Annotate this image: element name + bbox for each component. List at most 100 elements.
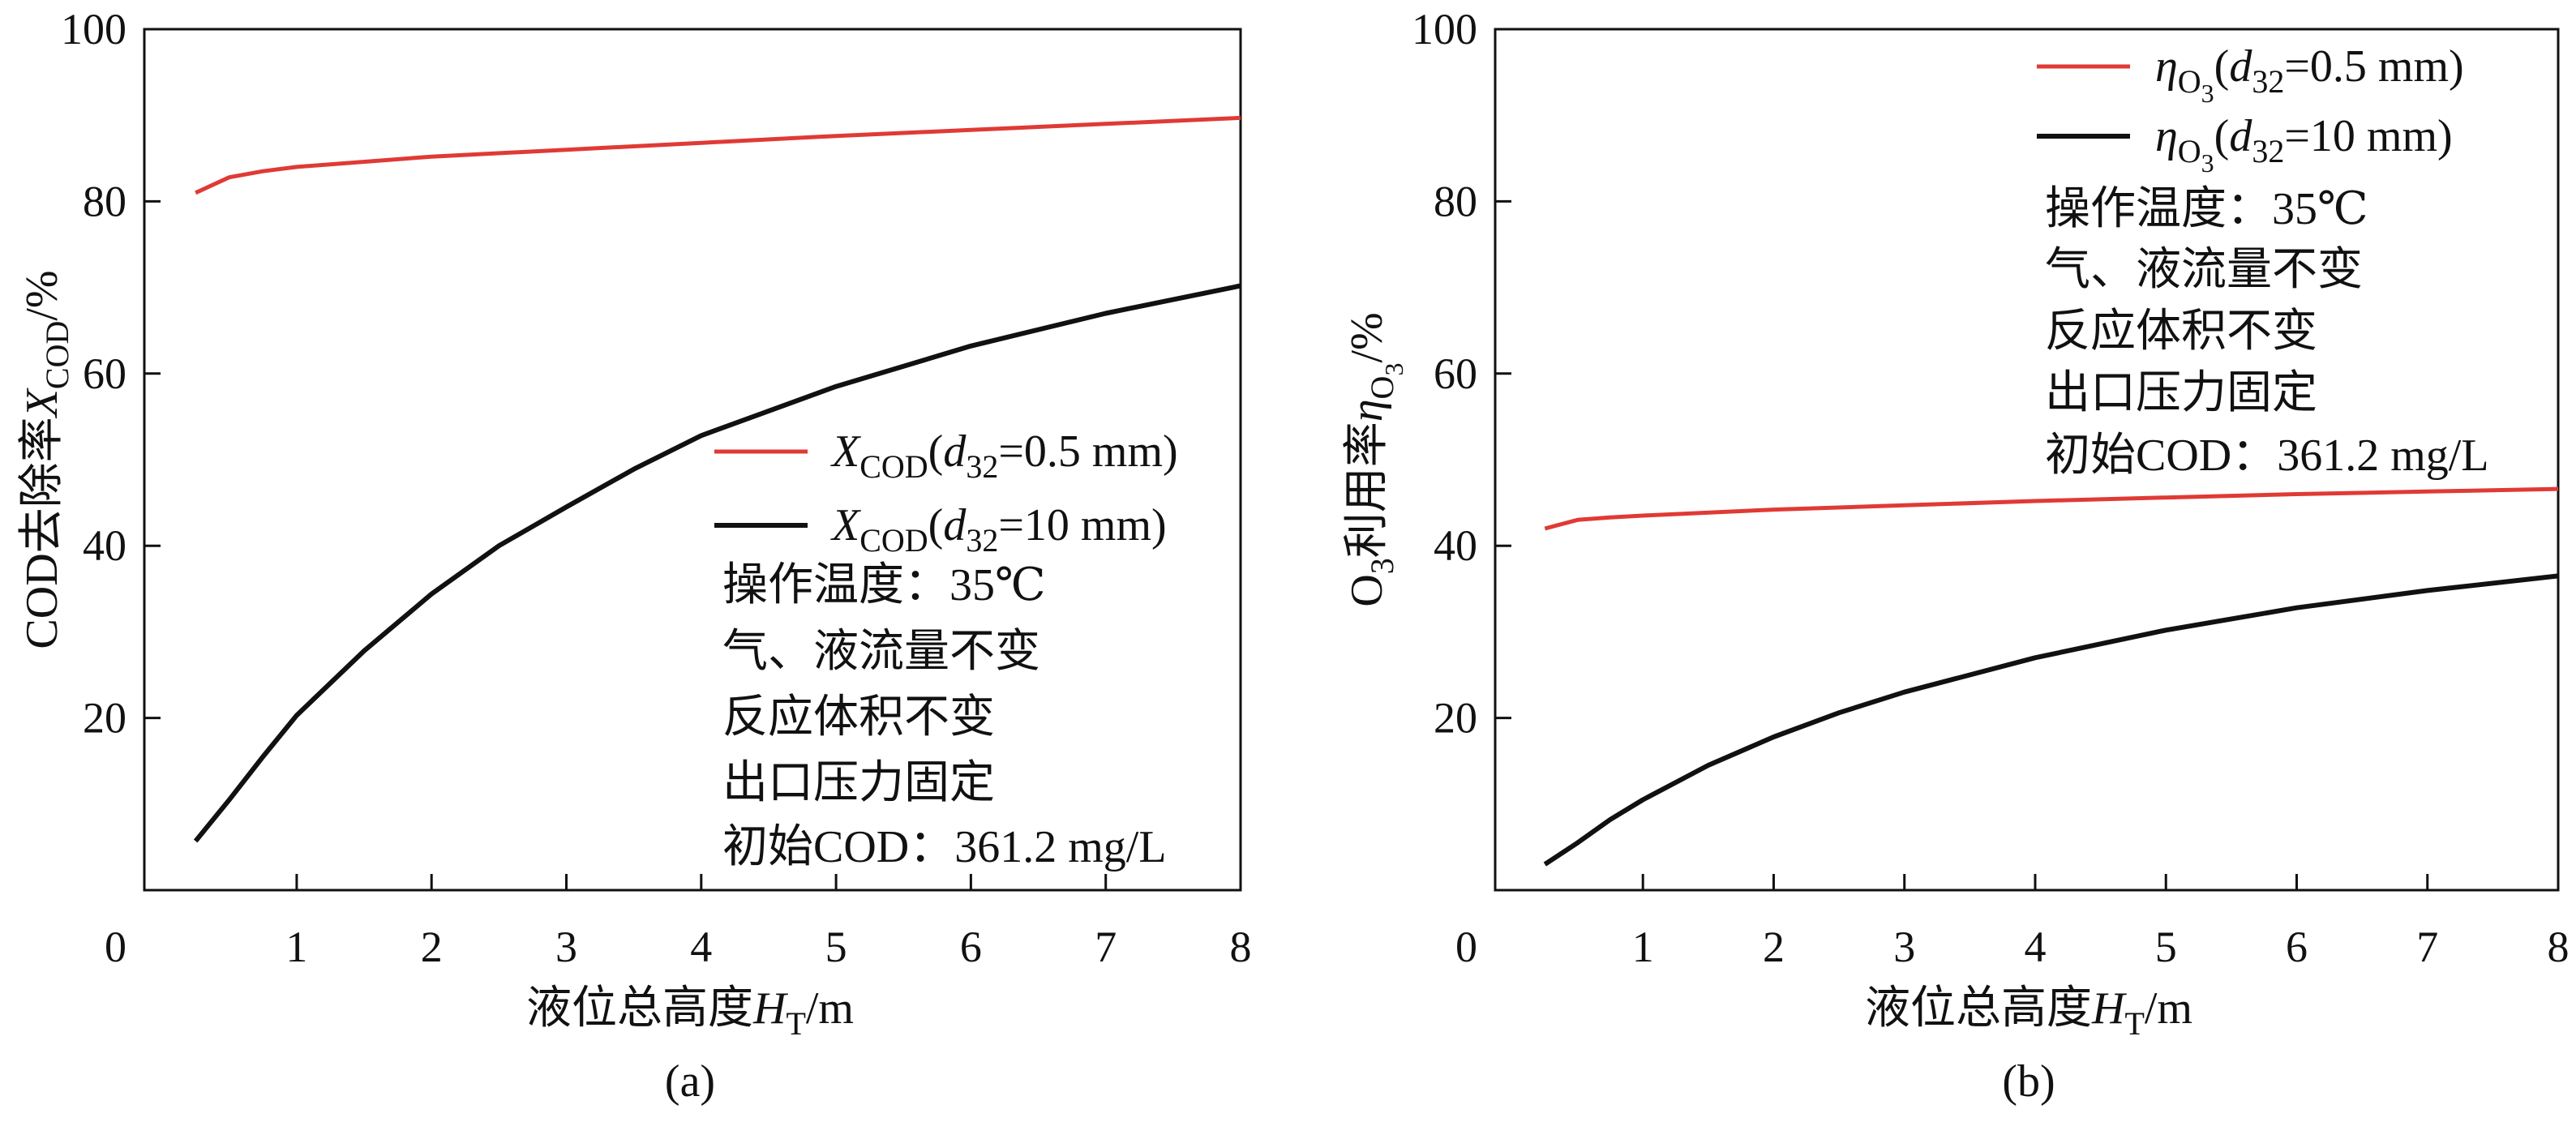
x-tick-label: 7 [1095, 923, 1117, 971]
origin-tick-label: 0 [1455, 923, 1477, 971]
text-part: /% [1342, 312, 1392, 362]
text-part: H [752, 983, 788, 1034]
text-part: η [2155, 41, 2178, 92]
x-tick-label: 5 [825, 923, 847, 971]
text-part: 32 [2252, 133, 2284, 169]
plot-frame [143, 28, 1242, 892]
annotation-text: 气、液流量不变 [2045, 245, 2363, 295]
x-axis-label: 液位总高度HT/m [1865, 983, 2192, 1042]
text-part: 32 [966, 522, 998, 559]
text-part: T [2124, 1005, 2144, 1042]
panel-label: (a) [665, 1056, 715, 1107]
text-part: COD [859, 448, 928, 485]
text-part: ( [2214, 41, 2230, 92]
panel-label: (b) [2002, 1056, 2055, 1107]
text-part: X [830, 426, 862, 477]
text-part: COD [859, 522, 928, 559]
legend-label: XCOD(d32=0.5 mm) [830, 426, 1178, 485]
annotation-text: 操作温度：35℃ [722, 560, 1046, 610]
text-part: 3 [2201, 148, 2214, 178]
text-part: ( [928, 426, 944, 477]
x-tick-label: 5 [2155, 923, 2177, 971]
x-tick-label: 4 [690, 923, 712, 971]
text-part: 32 [2252, 63, 2284, 100]
y-tick-label: 20 [1434, 694, 1477, 743]
text-part: 液位总高度 [526, 983, 753, 1034]
annotation-text: 初始COD：361.2 mg/L [2045, 430, 2489, 481]
annotation-text: 出口压力固定 [2045, 368, 2317, 418]
legend-label: XCOD(d32=10 mm) [830, 500, 1167, 559]
annotation-text: 反应体积不变 [2045, 306, 2317, 357]
text-part: /m [806, 983, 854, 1034]
legend-label: ηO3(d32=10 mm) [2155, 111, 2453, 178]
text-part: =0.5 mm) [998, 426, 1177, 477]
text-part: H [2091, 983, 2127, 1034]
text-part: d [2229, 111, 2252, 161]
y-tick-label: 80 [1434, 177, 1477, 225]
y-tick-label: 40 [1434, 521, 1477, 570]
text-part: 利用率 [1342, 422, 1392, 558]
text-part: d [2229, 41, 2252, 92]
text-part: 3 [2201, 79, 2214, 108]
series-line-d32-0.5mm [195, 115, 1241, 195]
text-part: 32 [966, 448, 998, 485]
x-tick-label: 2 [1763, 923, 1785, 971]
y-tick-label: 80 [83, 177, 126, 225]
text-part: /m [2145, 983, 2192, 1034]
annotation-text: 初始COD：361.2 mg/L [722, 822, 1167, 872]
x-tick-label: 7 [2416, 923, 2438, 971]
y-tick-label: 60 [83, 349, 126, 398]
text-part: ( [2214, 111, 2230, 161]
annotation-text: 反应体积不变 [722, 692, 995, 743]
x-tick-label: 1 [285, 923, 307, 971]
annotation-text: 气、液流量不变 [722, 627, 1040, 677]
text-part: 液位总高度 [1865, 983, 2092, 1034]
text-part: O [1364, 376, 1400, 400]
x-tick-label: 8 [1230, 923, 1252, 971]
x-axis-label: 液位总高度HT/m [526, 983, 854, 1042]
text-part: η [2155, 111, 2178, 161]
plot-frame [1494, 28, 2560, 892]
origin-tick-label: 0 [105, 923, 126, 971]
x-tick-label: 8 [2548, 923, 2570, 971]
y-tick-label: 40 [83, 521, 126, 570]
x-tick-label: 6 [2286, 923, 2308, 971]
text-part: ( [928, 500, 944, 550]
text-part: 3 [1364, 558, 1400, 574]
text-part: 3 [1379, 363, 1408, 376]
y-axis-label: COD去除率XCOD/% [17, 270, 75, 649]
x-tick-label: 2 [421, 923, 443, 971]
series-line-d32-10mm [1543, 573, 2559, 867]
text-part: T [786, 1005, 805, 1042]
text-part: O [2178, 133, 2201, 169]
text-part: X [830, 500, 862, 550]
text-part: d [943, 426, 967, 477]
text-part: =0.5 mm) [2284, 41, 2463, 92]
text-part: X [17, 387, 67, 418]
y-tick-label: 20 [83, 694, 126, 743]
x-tick-label: 3 [555, 923, 577, 971]
text-part: d [943, 500, 967, 550]
text-part: /% [17, 270, 67, 320]
series-line-d32-10mm [193, 283, 1241, 843]
y-tick-label: 100 [1412, 5, 1477, 54]
text-part: O [1342, 574, 1392, 606]
y-axis-label: O3利用率ηO3/% [1342, 312, 1408, 606]
x-tick-label: 6 [960, 923, 982, 971]
text-part: =10 mm) [998, 500, 1166, 550]
series-line-d32-0.5mm [1544, 486, 2559, 531]
x-tick-label: 1 [1632, 923, 1654, 971]
x-tick-label: 4 [2024, 923, 2046, 971]
y-tick-label: 60 [1434, 349, 1477, 398]
text-part: η [1342, 399, 1392, 422]
x-tick-label: 3 [1893, 923, 1915, 971]
text-part: COD [39, 321, 75, 389]
text-part: =10 mm) [2284, 111, 2452, 161]
annotation-text: 操作温度：35℃ [2045, 184, 2368, 234]
text-part: O [2178, 63, 2201, 100]
text-part: COD去除率 [17, 417, 67, 649]
y-tick-label: 100 [61, 5, 126, 54]
